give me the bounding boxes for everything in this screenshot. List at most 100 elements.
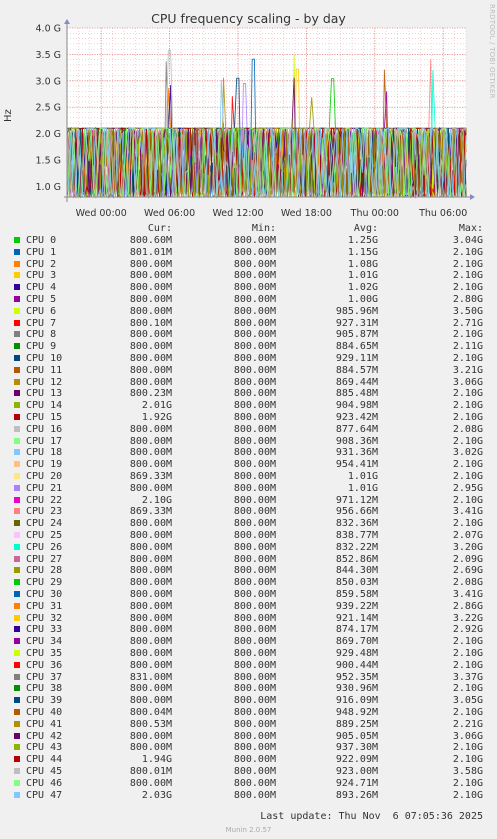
legend-min: 800.00M — [233, 506, 276, 518]
legend-row: CPU 47 2.03G 800.00M 893.26M 2.10G — [0, 790, 497, 801]
legend-swatch — [14, 555, 20, 562]
legend-swatch — [14, 591, 20, 597]
y-tick-label: 2.5 G — [36, 103, 62, 114]
legend-row: CPU 38 800.00M 800.00M 930.96M 2.10G — [0, 683, 497, 694]
legend-cur: 800.23M — [129, 388, 172, 400]
legend-cur: 800.00M — [129, 270, 172, 282]
y-tick-label: 1.0 G — [36, 182, 62, 193]
legend-name: CPU 0 — [26, 235, 57, 246]
legend-cur: 1.94G — [141, 754, 172, 766]
legend-min: 800.00M — [233, 435, 276, 447]
legend-name: CPU 2 — [26, 258, 57, 270]
legend-min: 800.00M — [233, 494, 276, 506]
legend-row: CPU 31 800.00M 800.00M 939.22M 2.86G — [0, 601, 497, 612]
legend-max: 2.10G — [452, 683, 483, 695]
legend-name: CPU 23 — [26, 506, 63, 518]
legend-row: CPU 32 800.00M 800.00M 921.14M 3.22G — [0, 613, 497, 624]
y-tick-label: 2.0 G — [36, 129, 62, 140]
legend-swatch — [14, 779, 20, 786]
legend-swatch — [14, 496, 20, 503]
legend-avg: 1.00G — [347, 294, 378, 305]
x-tick-label: Thu 00:00 — [350, 208, 399, 219]
legend-min: 800.00M — [233, 671, 276, 683]
legend-swatch — [14, 402, 20, 409]
legend-name: CPU 4 — [26, 282, 57, 294]
legend-max: 3.41G — [452, 589, 483, 600]
y-axis-arrow — [64, 19, 70, 24]
legend-name: CPU 41 — [26, 718, 63, 730]
legend-swatch — [14, 720, 20, 727]
legend-name: CPU 25 — [26, 530, 63, 541]
legend-min: 800.00M — [233, 235, 276, 246]
legend-row: CPU 4 800.00M 800.00M 1.02G 2.10G — [0, 282, 497, 293]
legend-name: CPU 14 — [26, 400, 63, 412]
legend-avg: 905.87M — [335, 329, 378, 341]
legend-name: CPU 12 — [26, 376, 63, 388]
legend-row: CPU 21 800.00M 800.00M 1.01G 2.95G — [0, 483, 497, 494]
legend-min: 800.00M — [233, 530, 276, 541]
legend-header-min: Min: — [251, 223, 276, 234]
chart-title: CPU frequency scaling - by day — [151, 11, 346, 26]
legend-swatch — [14, 626, 20, 633]
legend-name: CPU 10 — [26, 353, 63, 364]
legend-min: 800.00M — [233, 423, 276, 435]
legend-name: CPU 37 — [26, 671, 63, 683]
legend-min: 800.00M — [233, 294, 276, 305]
legend-min: 800.00M — [233, 282, 276, 294]
legend-max: 2.95G — [452, 482, 483, 494]
legend-swatch — [14, 473, 20, 479]
y-tick-label: 1.5 G — [36, 156, 62, 167]
legend-row: CPU 34 800.00M 800.00M 869.70M 2.10G — [0, 636, 497, 647]
y-tick-label: 3.0 G — [36, 76, 62, 87]
legend-name: CPU 45 — [26, 766, 63, 777]
legend-cur: 800.00M — [129, 695, 172, 707]
legend-cur: 800.00M — [129, 435, 172, 447]
legend-cur: 800.00M — [129, 577, 172, 589]
legend-row: CPU 29 800.00M 800.00M 850.03M 2.08G — [0, 577, 497, 588]
legend-min: 800.00M — [233, 246, 276, 258]
legend-min: 800.00M — [233, 565, 276, 577]
legend-avg: 900.44M — [335, 659, 378, 671]
legend-avg: 838.77M — [335, 530, 378, 541]
legend-name: CPU 44 — [26, 754, 63, 766]
legend-name: CPU 39 — [26, 695, 63, 707]
legend-swatch — [14, 508, 20, 515]
legend-cur: 800.00M — [129, 258, 172, 270]
legend-max: 2.11G — [452, 341, 483, 353]
legend-cur: 800.00M — [129, 305, 172, 317]
legend-swatch — [14, 484, 20, 491]
legend-avg: 985.96M — [335, 305, 378, 317]
legend-avg: 1.02G — [347, 282, 378, 294]
legend-cur: 800.00M — [129, 294, 172, 305]
legend-max: 2.10G — [452, 777, 483, 789]
legend-max: 2.86G — [452, 600, 483, 612]
legend-min: 800.00M — [233, 648, 276, 659]
legend-min: 800.00M — [233, 730, 276, 742]
last-update: Last update: Thu Nov 6 07:05:36 2025 — [260, 811, 483, 822]
legend-max: 2.07G — [452, 530, 483, 541]
legend-row: CPU 6 800.00M 800.00M 985.96M 3.50G — [0, 306, 497, 317]
legend-cur: 800.00M — [129, 341, 172, 353]
legend-name: CPU 33 — [26, 624, 63, 636]
legend-cur: 800.00M — [129, 730, 172, 742]
legend-name: CPU 1 — [26, 246, 57, 258]
legend-min: 800.00M — [233, 317, 276, 329]
legend-min: 800.00M — [233, 447, 276, 459]
legend-max: 2.21G — [452, 718, 483, 730]
legend-min: 800.00M — [233, 659, 276, 671]
legend-cur: 800.00M — [129, 329, 172, 341]
legend-avg: 923.00M — [335, 766, 378, 777]
legend-name: CPU 7 — [26, 317, 57, 329]
legend-cur: 800.00M — [129, 648, 172, 659]
legend-cur: 800.00M — [129, 541, 172, 553]
legend-max: 3.37G — [452, 671, 483, 683]
legend-min: 800.00M — [233, 482, 276, 494]
legend-avg: 921.14M — [335, 612, 378, 624]
legend-swatch — [14, 414, 20, 420]
legend-max: 3.20G — [452, 541, 483, 553]
legend-cur: 2.03G — [141, 789, 172, 801]
legend-swatch — [14, 331, 20, 338]
legend-cur: 831.00M — [129, 671, 172, 683]
legend-row: CPU 10 800.00M 800.00M 929.11M 2.10G — [0, 353, 497, 364]
legend-name: CPU 43 — [26, 742, 63, 754]
